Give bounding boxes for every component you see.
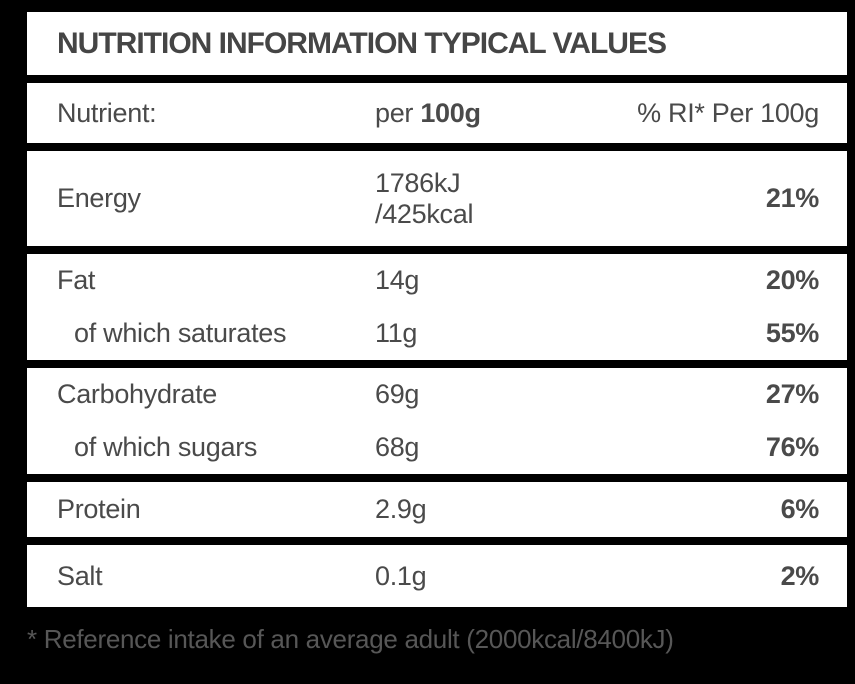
protein-group: Protein 2.9g 6% [27, 482, 847, 537]
row-label: of which saturates [74, 318, 287, 348]
row-label: Fat [57, 265, 96, 295]
header-per-amount: 100g [420, 97, 481, 128]
row-ri-percent: 55% [765, 318, 819, 348]
carbohydrate-group: Carbohydrate 69g 27% of which sugars 68g… [27, 368, 847, 474]
row-value: 0.1g [375, 560, 427, 591]
table-row-fat: Fat 14g 20% [27, 254, 847, 307]
label-title: NUTRITION INFORMATION TYPICAL VALUES [57, 26, 667, 60]
row-value: 68g [375, 432, 420, 462]
row-ri-percent: 76% [765, 432, 819, 462]
row-ri-percent: 21% [765, 183, 819, 213]
row-value: 69g [375, 379, 420, 409]
table-row-carbohydrate: Carbohydrate 69g 27% [27, 368, 847, 421]
header-per-prefix: per [375, 97, 421, 128]
row-ri-percent: 2% [780, 560, 820, 591]
row-ri-percent: 27% [765, 379, 819, 409]
fat-group: Fat 14g 20% of which saturates 11g 55% [27, 254, 847, 360]
table-row-protein: Protein 2.9g 6% [27, 482, 847, 537]
row-ri-percent: 20% [765, 265, 819, 295]
header-nutrient: Nutrient: [57, 97, 157, 128]
row-value-line2: /425kcal [375, 198, 474, 229]
row-label: Energy [57, 183, 141, 213]
row-value-line1: 1786kJ [375, 167, 461, 198]
header-per-100g: per 100g [375, 98, 637, 129]
row-value: 1786kJ /425kcal [375, 168, 766, 230]
salt-group: Salt 0.1g 2% [27, 545, 847, 607]
nutrition-label: NUTRITION INFORMATION TYPICAL VALUES Nut… [27, 12, 847, 607]
energy-group: Energy 1786kJ /425kcal 21% [27, 151, 847, 246]
table-row-energy: Energy 1786kJ /425kcal 21% [27, 151, 847, 246]
row-label: of which sugars [74, 432, 258, 462]
reference-intake-footnote: * Reference intake of an average adult (… [27, 624, 674, 654]
row-value: 2.9g [375, 494, 427, 524]
row-value: 11g [375, 318, 418, 348]
row-label: Protein [57, 494, 141, 524]
title-band: NUTRITION INFORMATION TYPICAL VALUES [27, 12, 847, 75]
table-row-salt: Salt 0.1g 2% [27, 545, 847, 607]
table-row-saturates: of which saturates 11g 55% [27, 307, 847, 360]
header-ri-per-100g: % RI* Per 100g [637, 97, 819, 128]
row-value: 14g [375, 265, 420, 295]
table-row-sugars: of which sugars 68g 76% [27, 421, 847, 474]
row-ri-percent: 6% [780, 494, 820, 524]
row-label: Carbohydrate [57, 379, 217, 409]
column-header-row: Nutrient: per 100g % RI* Per 100g [27, 83, 847, 143]
row-label: Salt [57, 560, 103, 591]
